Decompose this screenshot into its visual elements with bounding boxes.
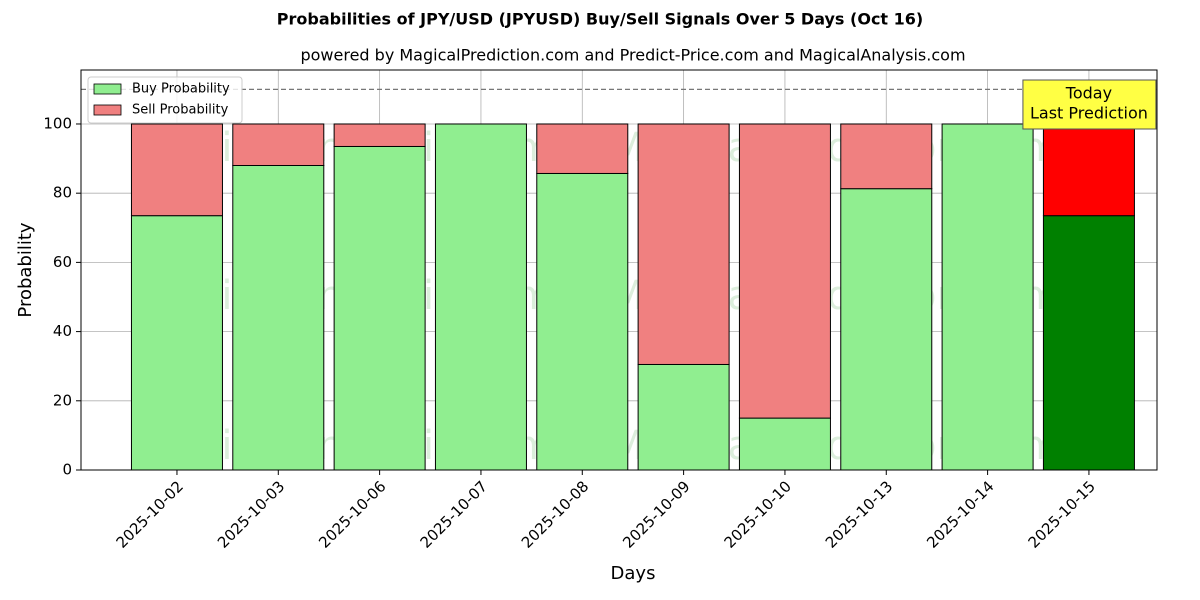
bar — [840, 123, 933, 190]
x-tick-label: 2025-10-08 — [518, 477, 592, 551]
chart-title: Probabilities of JPY/USD (JPYUSD) Buy/Se… — [277, 10, 923, 29]
legend: Buy Probability Sell Probability — [87, 76, 243, 124]
bar — [738, 417, 831, 471]
legend-label: Sell Probability — [132, 103, 229, 118]
x-tick-label: 2025-10-15 — [1025, 477, 1099, 551]
y-tick-label: 40 — [53, 322, 72, 340]
bar — [941, 123, 1034, 471]
bar — [536, 172, 629, 471]
y-tick-label: 100 — [43, 114, 72, 132]
bar — [1042, 123, 1135, 217]
bar — [232, 123, 325, 167]
bar — [232, 165, 325, 471]
y-tick-label: 60 — [53, 253, 72, 271]
annotation-text: Last Prediction — [1030, 104, 1148, 123]
bar — [1042, 215, 1135, 471]
bar — [130, 215, 223, 471]
y-tick-label: 20 — [53, 391, 72, 409]
legend-swatch — [93, 104, 122, 116]
bar — [738, 123, 831, 419]
chart-subtitle: powered by MagicalPrediction.com and Pre… — [300, 46, 965, 65]
bar — [536, 123, 629, 174]
bar — [434, 123, 527, 471]
annotation-text: Today — [1065, 84, 1112, 103]
legend-label: Buy Probability — [132, 82, 230, 97]
x-tick-label: 2025-10-09 — [619, 477, 693, 551]
x-tick-label: 2025-10-10 — [721, 477, 795, 551]
bar — [333, 123, 426, 147]
legend-swatch — [93, 83, 122, 95]
bar — [333, 145, 426, 471]
x-tick-label: 2025-10-14 — [923, 477, 997, 551]
bar — [840, 188, 933, 471]
x-axis-label: Days — [611, 563, 656, 584]
bar — [637, 123, 730, 365]
annotation-box — [1022, 79, 1157, 130]
plot-frame — [80, 69, 1158, 471]
x-tick-label: 2025-10-03 — [214, 477, 288, 551]
y-tick-label: 0 — [62, 461, 72, 479]
x-tick-label: 2025-10-06 — [315, 477, 389, 551]
bar — [637, 363, 730, 471]
y-tick-label: 80 — [53, 184, 72, 202]
bar — [130, 123, 223, 217]
x-tick-label: 2025-10-02 — [113, 477, 187, 551]
x-tick-label: 2025-10-07 — [417, 477, 491, 551]
legend-box — [87, 76, 243, 124]
x-tick-label: 2025-10-13 — [822, 477, 896, 551]
y-axis-label: Probability — [15, 222, 36, 317]
